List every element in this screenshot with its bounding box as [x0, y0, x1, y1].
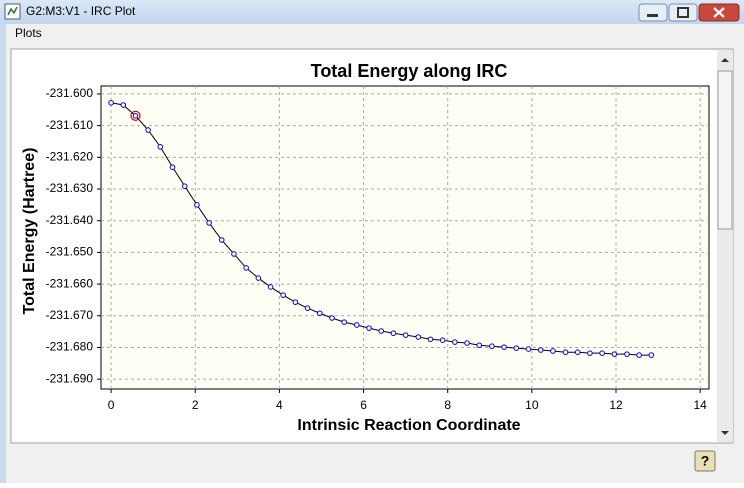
data-point — [587, 350, 593, 356]
data-point — [513, 345, 520, 351]
data-point — [636, 352, 642, 358]
x-tick-label: 6 — [360, 398, 367, 412]
data-point — [354, 322, 360, 328]
data-point — [378, 328, 385, 334]
help-button-label[interactable]: ? — [701, 453, 710, 469]
data-point — [292, 299, 299, 305]
title-bar — [0, 0, 744, 24]
data-point — [157, 144, 164, 150]
y-tick-label: -231.670 — [46, 308, 94, 322]
data-point — [194, 202, 200, 208]
y-tick-label: -231.610 — [46, 118, 94, 132]
data-point — [439, 337, 446, 343]
y-tick-label: -231.600 — [46, 86, 94, 100]
scroll-down[interactable] — [721, 431, 729, 435]
scroll-up[interactable] — [721, 58, 729, 62]
data-point — [329, 315, 335, 321]
y-tick-label: -231.640 — [46, 213, 94, 227]
minimize-icon — [647, 14, 658, 17]
x-tick-label: 14 — [693, 398, 707, 412]
y-tick-label: -231.690 — [46, 371, 94, 385]
data-point — [464, 340, 470, 346]
close-icon — [713, 7, 725, 18]
data-point — [501, 344, 507, 350]
data-point — [366, 325, 372, 331]
data-point — [624, 351, 630, 357]
data-point — [181, 183, 188, 189]
data-point — [120, 102, 127, 108]
x-tick-label: 8 — [444, 398, 451, 412]
y-tick-label: -231.620 — [46, 149, 94, 163]
data-point — [476, 342, 483, 349]
data-point — [489, 343, 495, 350]
scroll-thumb[interactable] — [717, 70, 733, 230]
highlighted-point — [132, 112, 139, 119]
chart-title: Total Energy along IRC — [311, 61, 508, 81]
y-tick-label: -231.630 — [46, 181, 94, 195]
data-point — [145, 127, 151, 133]
data-point — [243, 265, 249, 271]
x-tick-label: 10 — [525, 398, 539, 412]
data-point — [108, 99, 114, 106]
y-tick-label: -231.650 — [46, 245, 94, 259]
data-point — [415, 334, 422, 340]
y-tick-label: -231.680 — [46, 340, 94, 354]
data-point — [267, 284, 274, 290]
data-point — [255, 275, 262, 281]
y-tick-label: -231.660 — [46, 276, 94, 290]
data-point — [206, 220, 212, 226]
x-tick-label: 0 — [108, 398, 115, 412]
x-tick-label: 12 — [609, 398, 623, 412]
maximize-button[interactable] — [668, 3, 698, 22]
minimize-button[interactable] — [638, 3, 668, 22]
data-point — [427, 336, 434, 343]
data-point — [452, 339, 458, 345]
data-point — [402, 332, 409, 338]
x-tick-label: 4 — [276, 398, 283, 412]
plot: -231.600 -231.610 -231.620 -231.630 -231.640… — [46, 86, 709, 412]
data-point — [537, 347, 544, 353]
data-point — [280, 292, 286, 298]
data-point — [562, 349, 569, 356]
data-point — [599, 350, 605, 356]
window-title: G2:M3:V1 - IRC Plot — [26, 4, 136, 18]
data-point — [231, 251, 237, 257]
plot-area — [100, 85, 710, 390]
app-icon-graph — [7, 6, 18, 16]
data-point — [390, 330, 397, 337]
help-button[interactable] — [694, 450, 716, 472]
data-point — [550, 348, 556, 354]
y-axis-label: Total Energy (Hartree) — [21, 148, 38, 315]
menu-item[interactable]: Plots — [15, 26, 42, 40]
data-point — [341, 319, 348, 325]
data-point — [611, 351, 618, 357]
maximize-icon — [677, 7, 689, 18]
x-axis-label: Intrinsic Reaction Coordinate — [297, 417, 520, 434]
data-point — [304, 305, 311, 311]
x-tick-label: 2 — [192, 398, 199, 412]
data-point — [316, 310, 323, 317]
data-point — [525, 346, 532, 352]
data-point — [648, 352, 655, 358]
data-point — [574, 349, 581, 356]
data-point — [218, 237, 225, 243]
highlight-ring — [130, 110, 141, 121]
data-point — [169, 164, 176, 170]
